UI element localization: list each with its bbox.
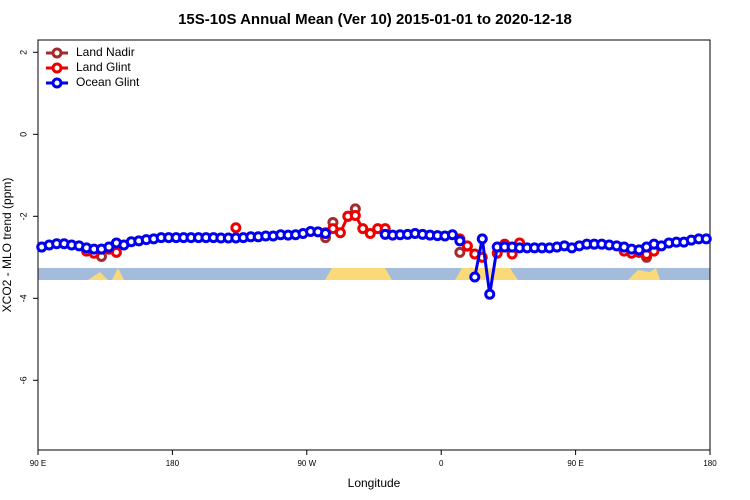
y-tick-label: 0 [18, 132, 28, 137]
data-point [319, 228, 331, 240]
legend-marker [51, 77, 63, 89]
x-tick-label: 90 E [30, 459, 46, 468]
data-point [454, 246, 466, 258]
y-axis-label: XCO2 - MLO trend (ppm) [0, 178, 14, 313]
data-point [700, 233, 712, 245]
land-band [325, 268, 392, 280]
y-tick-label: -6 [18, 376, 28, 384]
x-tick-label: 180 [166, 459, 180, 468]
x-tick-label: 180 [703, 459, 717, 468]
x-tick-label: 0 [439, 459, 444, 468]
land-band [112, 268, 124, 280]
data-point [469, 271, 481, 283]
legend-marker [51, 62, 63, 74]
land-mask [38, 268, 710, 280]
land-band [628, 268, 660, 280]
data-point [476, 233, 488, 245]
data-point [461, 240, 473, 252]
data-point [357, 223, 369, 235]
legend-label: Land Nadir [76, 45, 135, 59]
chart-title: 15S-10S Annual Mean (Ver 10) 2015-01-01 … [178, 11, 572, 28]
legend-marker [51, 47, 63, 59]
y-tick-label: -2 [18, 212, 28, 220]
x-axis-label: Longitude [348, 476, 401, 490]
legend-label: Land Glint [76, 60, 131, 74]
data-point [484, 288, 496, 300]
data-point [349, 209, 361, 221]
land-band [88, 272, 108, 280]
y-tick-label: -4 [18, 294, 28, 302]
data-point [454, 235, 466, 247]
legend-label: Ocean Glint [76, 75, 140, 89]
data-point [334, 227, 346, 239]
x-tick-label: 90 E [567, 459, 583, 468]
data-point [230, 222, 242, 234]
y-tick-label: 2 [18, 50, 28, 55]
data-point [446, 229, 458, 241]
x-tick-label: 90 W [297, 459, 316, 468]
data-point [364, 228, 376, 240]
